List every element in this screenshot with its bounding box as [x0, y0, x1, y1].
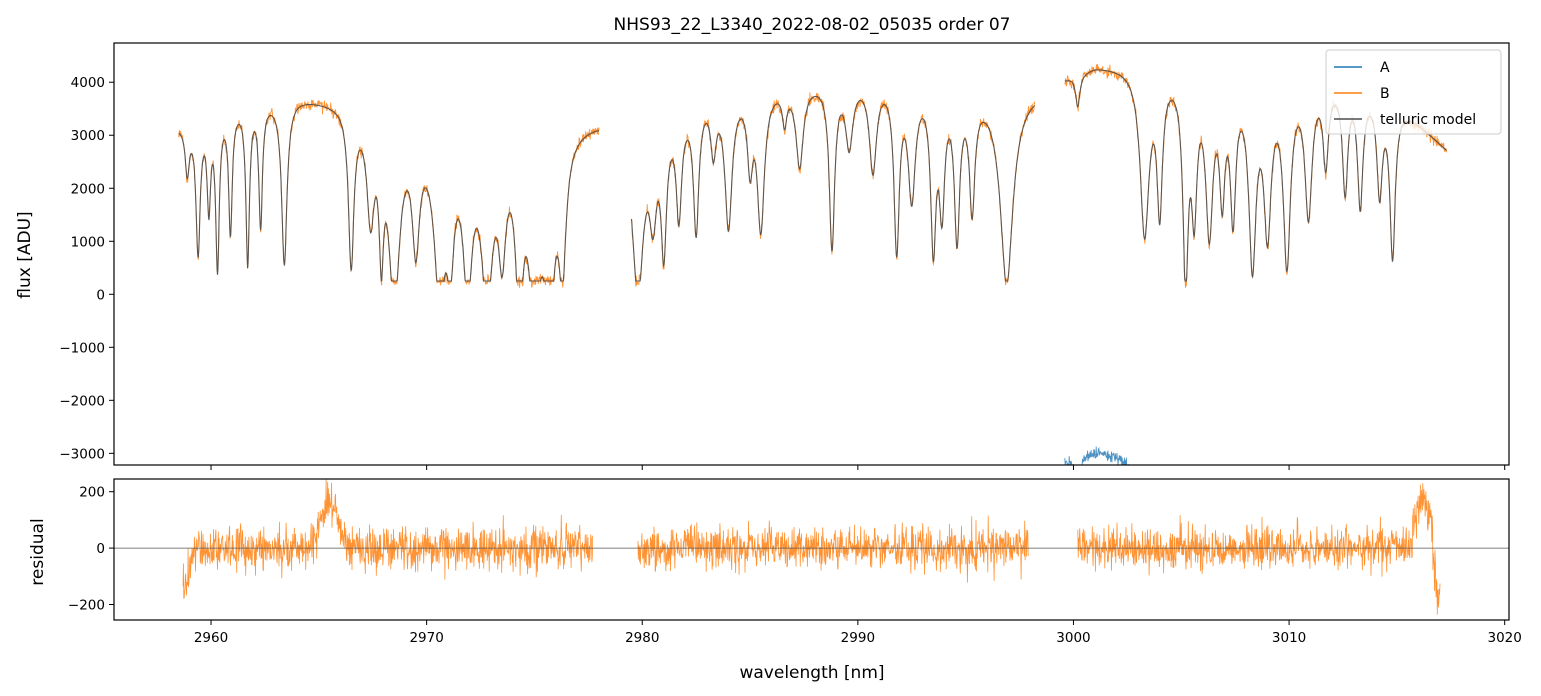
main-y-tick-label: 3000 — [71, 128, 105, 144]
x-tick-label: 3020 — [1488, 630, 1522, 646]
x-tick-label: 2990 — [841, 630, 875, 646]
main-y-axis: −3000 −2000 −1000 0 1000 2000 3000 4000 — [59, 75, 114, 462]
main-y-tick-label: 1000 — [71, 234, 105, 250]
residual-y-tick-label: 200 — [79, 485, 105, 501]
main-panel: −3000 −2000 −1000 0 1000 2000 3000 4000 flux [A… — [15, 42, 1510, 470]
main-y-tick-label: −3000 — [59, 446, 105, 462]
x-tick-label: 2970 — [409, 630, 443, 646]
telluric-model-line-2 — [1064, 69, 1447, 282]
legend: A B telluric model — [1325, 49, 1502, 135]
residual-panel: −200 0 200 2960 2970 2980 2990 3000 3010 3020 re… — [28, 478, 1522, 683]
main-ylabel: flux [ADU] — [15, 211, 35, 298]
telluric-model-line-0 — [178, 104, 600, 282]
x-tick-label: 3000 — [1056, 630, 1090, 646]
residual-b-line-2 — [1077, 483, 1441, 615]
legend-label-telluric-model: telluric model — [1380, 112, 1476, 128]
residual-ylabel: residual — [28, 518, 48, 585]
main-plot-frame — [113, 42, 1510, 466]
legend-label-a: A — [1380, 60, 1390, 76]
x-tick-label: 2980 — [625, 630, 659, 646]
main-x-axis — [210, 465, 1506, 470]
main-plot-lines — [178, 63, 1447, 465]
main-y-tick-label: 0 — [96, 287, 105, 303]
main-y-tick-label: −2000 — [59, 393, 105, 409]
legend-box — [1325, 49, 1502, 135]
legend-label-b: B — [1380, 86, 1390, 102]
x-tick-label: 3010 — [1272, 630, 1306, 646]
main-y-tick-label: 2000 — [71, 181, 105, 197]
residual-plot-frame — [113, 478, 1510, 621]
chart-title: NHS93_22_L3340_2022-08-02_05035 order 07 — [614, 15, 1011, 35]
main-y-tick-label: 4000 — [71, 75, 105, 91]
x-tick-label: 2960 — [194, 630, 228, 646]
telluric-model-line-1 — [630, 95, 1036, 282]
residual-y-axis: −200 0 200 — [68, 485, 114, 613]
residual-y-tick-label: 0 — [96, 541, 105, 557]
main-y-tick-label: −1000 — [59, 340, 105, 356]
residual-y-tick-label: −200 — [68, 597, 105, 613]
residual-b-line-0 — [182, 479, 594, 599]
residual-x-axis: 2960 2970 2980 2990 3000 3010 3020 — [194, 620, 1522, 646]
x-axis-label: wavelength [nm] — [739, 663, 884, 683]
residual-plot-lines — [114, 479, 1509, 615]
residual-b-line-1 — [637, 515, 1029, 583]
